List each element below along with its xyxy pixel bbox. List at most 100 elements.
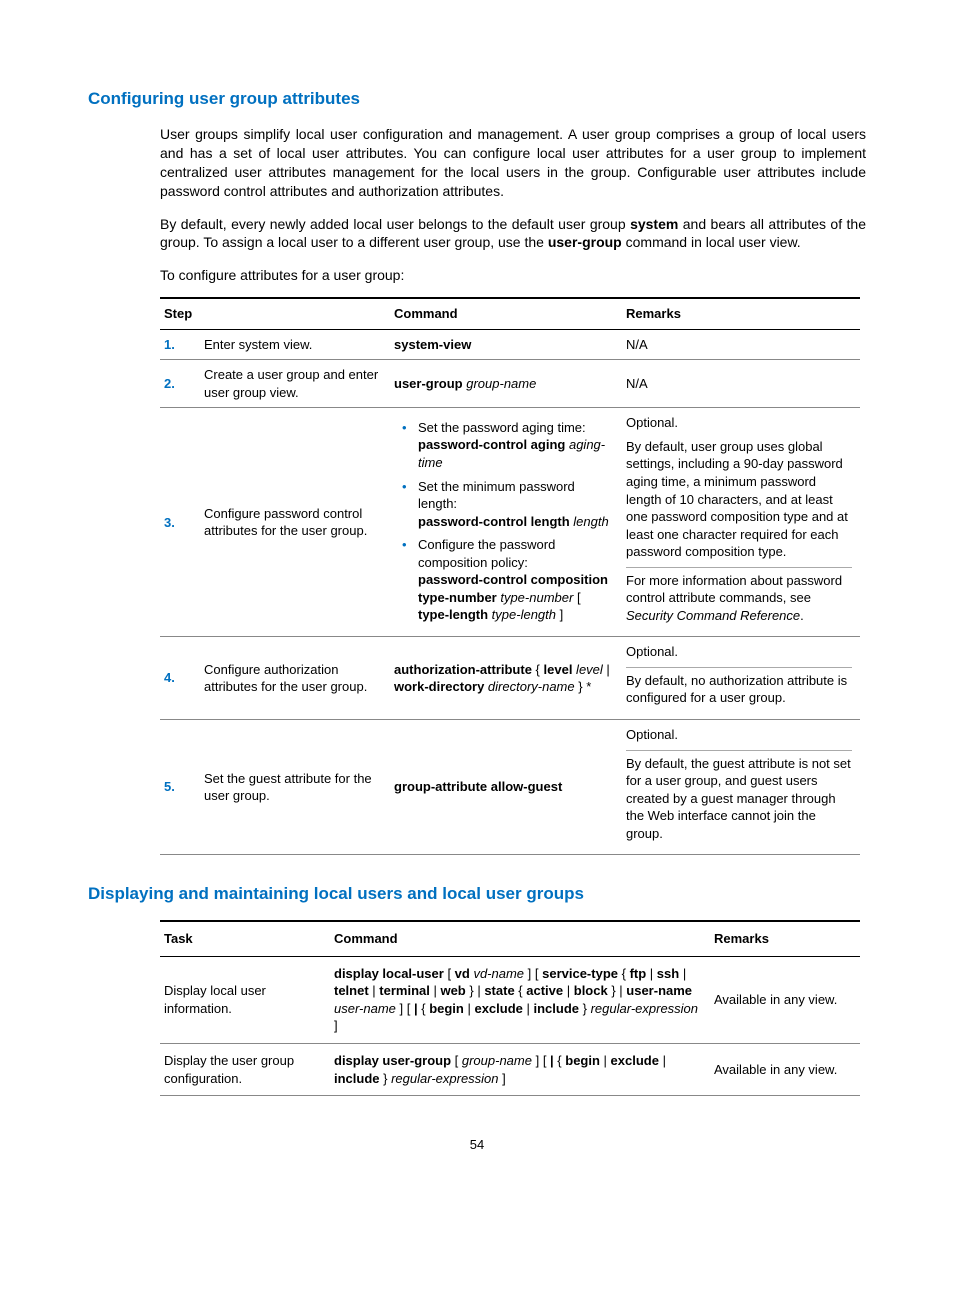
table-row: Display the user group configuration. di… (160, 1043, 860, 1095)
cmd-italic: user-name (334, 1001, 396, 1016)
cmd-bold: group-attribute allow-guest (394, 779, 562, 794)
cmd-bold: vd (455, 966, 470, 981)
text: [ (573, 590, 580, 605)
step-number: 4. (160, 637, 200, 720)
step-number: 2. (160, 360, 200, 408)
page-number: 54 (88, 1136, 866, 1154)
step-number: 5. (160, 720, 200, 855)
text: } | (608, 983, 627, 998)
cmd-bold: begin (565, 1053, 600, 1068)
task-desc: Display local user information. (160, 956, 330, 1043)
task-command: display user-group [ group-name ] [ | { … (330, 1043, 710, 1095)
remark-separator (626, 667, 852, 668)
text: | (523, 1001, 534, 1016)
cmd-bold: ssh (657, 966, 679, 981)
text: [ (444, 966, 455, 981)
cmd-bold: work-directory (394, 679, 484, 694)
step-command: Set the password aging time: password-co… (390, 408, 622, 637)
step-remark: Optional. By default, user group uses gl… (622, 408, 860, 637)
text: { (515, 983, 527, 998)
remark-line: Optional. (626, 414, 852, 432)
text: | (430, 983, 441, 998)
cmd-bold: web (440, 983, 465, 998)
text: . (800, 608, 804, 623)
th-command: Command (390, 298, 622, 329)
cmd-list-item: Configure the password composition polic… (408, 536, 614, 624)
remark-line: By default, user group uses global setti… (626, 438, 852, 561)
bold-text: system (630, 216, 678, 232)
cmd-italic: regular-expression (591, 1001, 698, 1016)
step-number: 1. (160, 329, 200, 360)
paragraph: By default, every newly added local user… (160, 215, 866, 253)
text: { (618, 966, 630, 981)
remark-line: Optional. (626, 643, 852, 661)
cmd-italic: vd-name (470, 966, 524, 981)
step-remark: Optional. By default, the guest attribut… (622, 720, 860, 855)
cmd-bold: exclude (611, 1053, 659, 1068)
table-row: 1. Enter system view. system-view N/A (160, 329, 860, 360)
remark-separator (626, 750, 852, 751)
step-desc: Enter system view. (200, 329, 390, 360)
cmd-italic: level (572, 662, 602, 677)
remark-line: By default, the guest attribute is not s… (626, 755, 852, 843)
paragraph: User groups simplify local user configur… (160, 125, 866, 201)
step-desc: Create a user group and enter user group… (200, 360, 390, 408)
cmd-bold: user-group (394, 376, 466, 391)
text: | (464, 1001, 475, 1016)
remark-line: Optional. (626, 726, 852, 744)
section-title-displaying: Displaying and maintaining local users a… (88, 883, 866, 906)
text: ] (334, 1018, 338, 1033)
step-desc: Configure password control attributes fo… (200, 408, 390, 637)
cmd-italic: length (573, 514, 608, 529)
cmd-bold: terminal (379, 983, 430, 998)
table-row: 3. Configure password control attributes… (160, 408, 860, 637)
text: } (380, 1071, 392, 1086)
cmd-bold: type-length (418, 607, 492, 622)
section-title-configuring: Configuring user group attributes (88, 88, 866, 111)
table-row: Display local user information. display … (160, 956, 860, 1043)
cmd-bold: include (534, 1001, 580, 1016)
text: | (646, 966, 657, 981)
text: Set the minimum password length: (418, 479, 575, 512)
cmd-bold: state (484, 983, 514, 998)
step-number: 3. (160, 408, 200, 637)
step-desc: Configure authorization attributes for t… (200, 637, 390, 720)
table-row: 4. Configure authorization attributes fo… (160, 637, 860, 720)
steps-table: Step Command Remarks 1. Enter system vie… (160, 297, 860, 855)
th-task: Task (160, 921, 330, 956)
text: command in local user view. (622, 234, 801, 250)
table-row: 2. Create a user group and enter user gr… (160, 360, 860, 408)
task-remark: Available in any view. (710, 956, 860, 1043)
task-command: display local-user [ vd vd-name ] [ serv… (330, 956, 710, 1043)
cmd-text: system-view (394, 337, 471, 352)
text: Set the password aging time: (418, 420, 586, 435)
table-row: 5. Set the guest attribute for the user … (160, 720, 860, 855)
cmd-italic: directory-name (484, 679, 574, 694)
cmd-bold: include (334, 1071, 380, 1086)
th-step: Step (160, 298, 390, 329)
step-desc: Set the guest attribute for the user gro… (200, 720, 390, 855)
text: } (579, 1001, 591, 1016)
text: ] [ (532, 1053, 550, 1068)
text: | (603, 662, 610, 677)
cmd-bold: user-name (626, 983, 692, 998)
step-remark: N/A (622, 329, 860, 360)
text: ] (499, 1071, 506, 1086)
cmd-list-item: Set the minimum password length: passwor… (408, 478, 614, 531)
step-remark: Optional. By default, no authorization a… (622, 637, 860, 720)
text: [ (451, 1053, 462, 1068)
cmd-bold: password-control aging (418, 437, 569, 452)
text: ] [ (396, 1001, 414, 1016)
cmd-bold: exclude (474, 1001, 522, 1016)
cmd-italic: type-number (500, 590, 573, 605)
cmd-italic: regular-expression (391, 1071, 498, 1086)
cmd-bold: level (544, 662, 573, 677)
remark-line: For more information about password cont… (626, 572, 852, 625)
cmd-bold: block (574, 983, 608, 998)
italic-text: Security Command Reference (626, 608, 800, 623)
tasks-table: Task Command Remarks Display local user … (160, 920, 860, 1096)
text: | (369, 983, 380, 998)
cmd-bold: active (526, 983, 563, 998)
text: | (659, 1053, 666, 1068)
text: { (554, 1053, 566, 1068)
